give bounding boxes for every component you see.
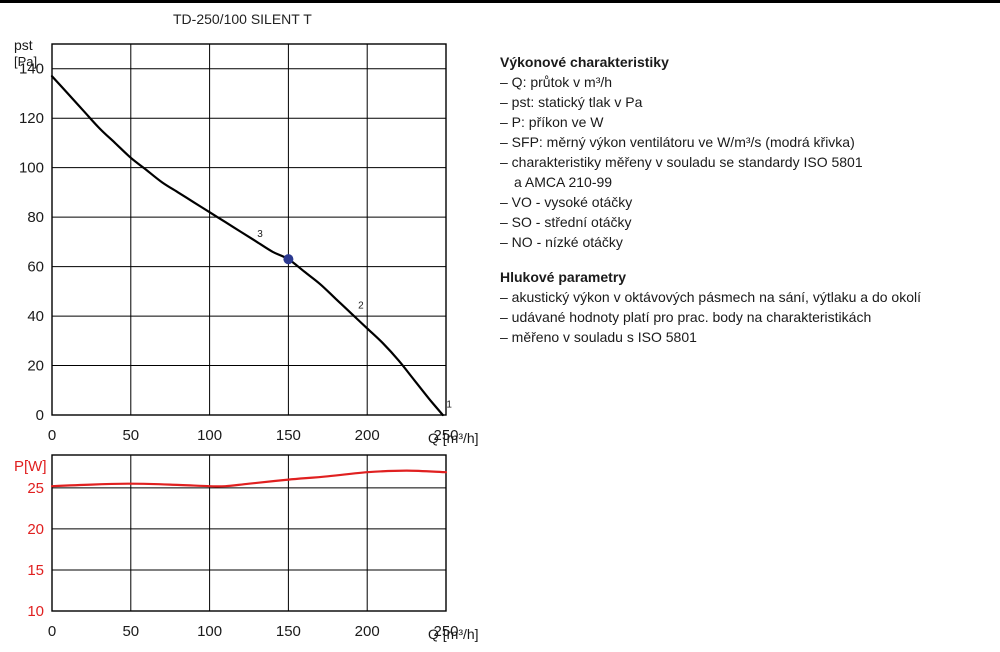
pressure-y-tick-label: 100 (19, 160, 44, 177)
noise-title: Hlukové parametry (500, 269, 627, 285)
power-x-tick-label: 250 (433, 623, 458, 640)
noise-item: – udávané hodnoty platí pro prac. body n… (500, 309, 872, 325)
curve-label: 2 (358, 301, 364, 312)
power-x-tick-label: 150 (276, 623, 301, 640)
power-y-tick-label: 25 (27, 480, 44, 497)
pressure-x-tick-label: 100 (197, 427, 222, 444)
performance-title: Výkonové charakteristiky (500, 54, 669, 70)
performance-list: – Q: průtok v m³/h – pst: statický tlak … (500, 72, 995, 252)
performance-item: – VO - vysoké otáčky (500, 194, 633, 210)
power-y-axis-label: P[W] (14, 458, 47, 475)
power-y-tick-label: 15 (27, 562, 44, 579)
legend-panel: Výkonové charakteristiky – Q: průtok v m… (500, 52, 995, 347)
power-y-tick-label: 20 (27, 521, 44, 538)
power-x-axis-label: Q [m³/h] (428, 626, 479, 642)
operating-point (283, 254, 294, 265)
pressure-x-tick-label: 150 (276, 427, 301, 444)
performance-item: – charakteristiky měřeny v souladu se st… (500, 154, 863, 170)
power-x-tick-label: 50 (122, 623, 139, 640)
pressure-y-tick-label: 120 (19, 110, 44, 127)
model-title: TD-250/100 SILENT T (173, 11, 312, 27)
pressure-series-line (50, 75, 444, 417)
power-frame (51, 454, 447, 612)
pressure-y-axis-unit: [Pa] (14, 54, 37, 69)
performance-item: a AMCA 210-99 (514, 174, 613, 190)
performance-item: – SFP: měrný výkon ventilátoru ve W/m³/s… (500, 134, 855, 150)
curve-label: 3 (257, 229, 263, 240)
pressure-frame (51, 43, 447, 416)
performance-item: – Q: průtok v m³/h (500, 74, 613, 90)
performance-item: – SO - střední otáčky (500, 214, 632, 230)
pressure-y-tick-label: 80 (27, 209, 44, 226)
power-y-tick-label: 10 (27, 603, 44, 620)
power-x-tick-label: 200 (355, 623, 380, 640)
curve-label: 1 (446, 400, 452, 411)
top-border (0, 0, 1000, 3)
pressure-y-tick-label: 40 (27, 308, 44, 325)
pressure-y-axis-label: pst (14, 37, 33, 53)
pressure-x-tick-label: 50 (122, 427, 139, 444)
noise-item: – akustický výkon v oktávových pásmech n… (500, 289, 921, 305)
pressure-x-tick-label: 200 (355, 427, 380, 444)
performance-item: – NO - nízké otáčky (500, 234, 623, 250)
power-series-line (50, 469, 448, 488)
pressure-y-tick-label: 60 (27, 259, 44, 276)
performance-item: – P: příkon ve W (500, 114, 604, 130)
power-x-tick-label: 0 (48, 623, 56, 640)
pressure-x-tick-label: 0 (48, 427, 56, 444)
pressure-x-axis-label: Q [m³/h] (428, 430, 479, 446)
pressure-y-tick-label: 20 (27, 358, 44, 375)
noise-item: – měřeno v souladu s ISO 5801 (500, 329, 697, 345)
noise-list: – akustický výkon v oktávových pásmech n… (500, 287, 995, 347)
power-x-tick-label: 100 (197, 623, 222, 640)
performance-item: – pst: statický tlak v Pa (500, 94, 643, 110)
pressure-y-tick-label: 0 (36, 407, 44, 424)
pressure-y-tick-label: 140 (19, 61, 44, 78)
pressure-x-tick-label: 250 (433, 427, 458, 444)
